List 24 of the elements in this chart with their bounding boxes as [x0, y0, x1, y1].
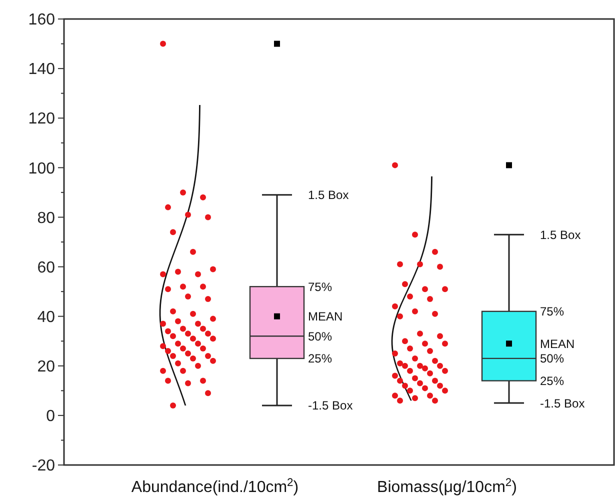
- y-tick-label: 120: [28, 110, 56, 128]
- annotation: MEAN: [540, 336, 575, 351]
- annotation: 25%: [308, 352, 332, 366]
- y-tick-label: 100: [28, 160, 56, 178]
- annotation: MEAN: [308, 310, 343, 324]
- y-tick-label: 160: [28, 12, 56, 29]
- x-tick-label: Biomass(μg/10cm$^{2}$): [377, 477, 517, 496]
- y-tick-label: 80: [37, 210, 56, 227]
- annotation: -1.5 Box: [308, 398, 353, 413]
- y-tick-label: 20: [37, 358, 56, 376]
- annotation: 75%: [540, 304, 564, 319]
- annotation: 75%: [308, 280, 332, 294]
- annotation: 50%: [308, 329, 332, 344]
- x-tick-label: Abundance(ind./10cm$^{2}$): [131, 477, 299, 496]
- y-tick-label: 0: [46, 408, 56, 426]
- y-tick-label: 60: [37, 259, 56, 276]
- annotation: 1.5 Box: [308, 188, 349, 202]
- y-tick-label: 40: [37, 308, 56, 326]
- y-tick-label: -20: [32, 458, 56, 475]
- annotation: -1.5 Box: [540, 396, 585, 410]
- y-tick-label: 140: [28, 61, 56, 78]
- annotation: 50%: [540, 352, 564, 366]
- annotation: 25%: [540, 374, 564, 388]
- annotation: 1.5 Box: [540, 228, 581, 242]
